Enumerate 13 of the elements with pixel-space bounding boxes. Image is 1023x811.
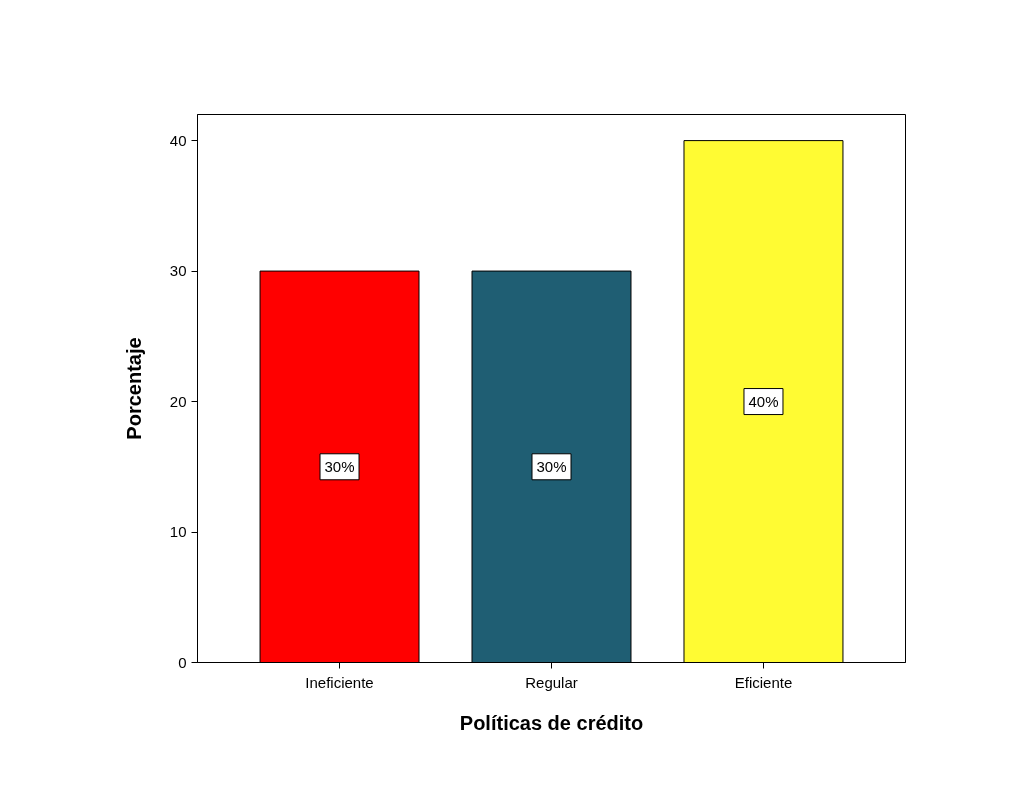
y-tick-label: 30 [169,262,187,280]
y-tick-label: 0 [178,653,187,671]
x-tick-label: Ineficiente [305,673,374,691]
y-tick-label: 10 [169,523,187,541]
x-axis-title: Políticas de crédito [459,711,644,734]
y-tick-label: 40 [169,131,187,149]
y-tick-label: 20 [169,392,187,410]
data-label: 30% [324,458,355,476]
data-label: 40% [748,393,779,411]
y-axis-title: Porcentaje [122,337,145,440]
x-tick-label: Eficiente [734,673,793,691]
data-label: 30% [536,458,567,476]
x-tick-label: Regular [525,673,578,691]
